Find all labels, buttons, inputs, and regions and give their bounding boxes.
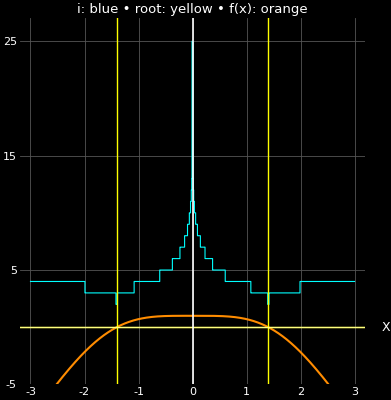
Text: X: X: [382, 321, 390, 334]
Title: i: blue • root: yellow • f(x): orange: i: blue • root: yellow • f(x): orange: [77, 3, 308, 16]
